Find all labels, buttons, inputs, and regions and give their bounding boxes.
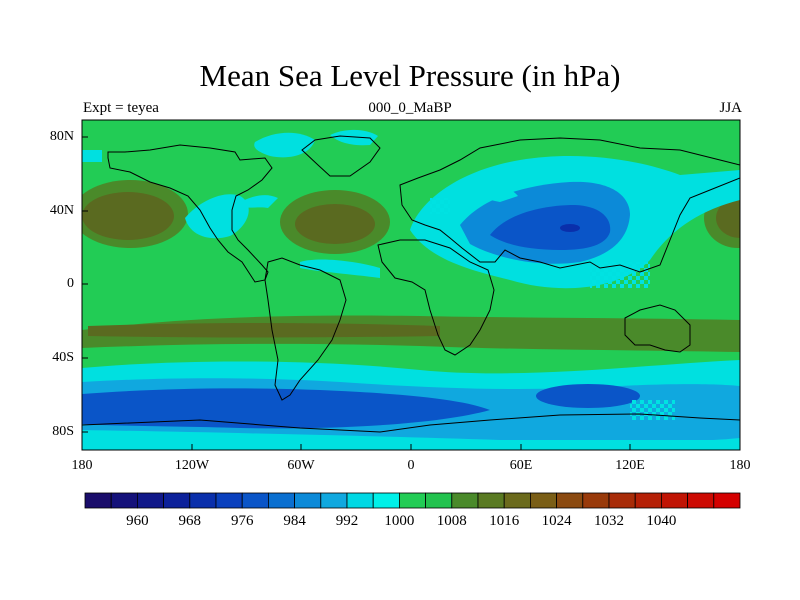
colorbar-label: 1040: [646, 513, 676, 529]
colorbar-box: [110, 492, 138, 509]
checker-indian-ocean: [590, 262, 650, 288]
field-1000-tropical-atlantic: [300, 259, 380, 278]
field-1000-arctic-2: [330, 129, 378, 146]
field-984-south-west: [82, 388, 490, 429]
field-976-asia: [560, 224, 580, 232]
colorbar-label: 1000: [384, 513, 414, 529]
y-label-0: 0: [67, 276, 74, 291]
colorbar-box: [608, 492, 636, 509]
colorbar-box: [163, 492, 191, 509]
x-label-60e: 60E: [509, 458, 533, 473]
x-label-60w: 60W: [287, 458, 315, 473]
checker-mediterranean: [430, 198, 450, 214]
y-label-40n: 40N: [49, 203, 74, 218]
colorbar-label: 1024: [542, 513, 573, 529]
colorbar-box: [661, 492, 689, 509]
field-1000-europe: [475, 185, 518, 202]
coast-eurasia: [399, 137, 740, 273]
x-label-180w: 180: [71, 458, 93, 473]
colorbar-box: [530, 492, 558, 509]
coast-africa: [377, 239, 495, 356]
colorbar-box: [346, 492, 374, 509]
axis-tick-marks: [82, 136, 631, 450]
colorbar-box: [267, 492, 295, 509]
field-1024-east-pacific: [716, 198, 740, 238]
coast-antarctica: [82, 413, 740, 433]
colorbar-label: 976: [231, 513, 254, 529]
y-label-80n: 80N: [49, 129, 74, 144]
pressure-field: [82, 120, 740, 450]
colorbar-label: 960: [126, 513, 149, 529]
x-label-0: 0: [407, 458, 415, 473]
colorbar-box: [294, 492, 322, 509]
colorbar-label: 968: [179, 513, 202, 529]
colorbar-label: 1032: [594, 513, 624, 529]
field-1000-arctic-3: [82, 150, 102, 162]
field-1000-arctic-1: [254, 132, 315, 158]
experiment-label: Expt = teyea: [83, 100, 159, 116]
coast-south-america: [264, 257, 347, 401]
colorbar-box: [477, 492, 505, 509]
field-984-south-east: [536, 384, 640, 408]
coast-australia: [624, 304, 691, 353]
colorbar-box: [634, 492, 662, 509]
colorbar: 960 968 976 984 992 1000 1008 1016 1024 1032 1040: [84, 492, 741, 529]
colorbar-box: [713, 492, 741, 509]
season-label: JJA: [719, 100, 742, 116]
colorbar-label: 1016: [489, 513, 520, 529]
field-1024-south: [88, 323, 440, 338]
colorbar-box: [687, 492, 715, 509]
colorbar-box: [582, 492, 610, 509]
colorbar-box: [372, 492, 400, 509]
field-1024-pacific: [82, 192, 174, 240]
coast-north-america: [107, 144, 273, 283]
y-label-80s: 80S: [52, 424, 74, 439]
colorbar-box: [451, 492, 479, 509]
colorbar-box: [136, 492, 164, 509]
colorbar-box: [320, 492, 348, 509]
colorbar-label: 984: [283, 513, 306, 529]
checker-south: [630, 400, 675, 420]
y-label-40s: 40S: [52, 350, 74, 365]
x-label-120e: 120E: [615, 458, 645, 473]
colorbar-box: [503, 492, 531, 509]
field-1000-north-america: [185, 194, 249, 239]
colorbar-box: [241, 492, 269, 509]
field-1024-atlantic: [295, 204, 375, 244]
colorbar-box: [556, 492, 584, 509]
colorbar-box: [84, 492, 112, 509]
field-984-asia: [490, 205, 611, 250]
time-label: 000_0_MaBP: [368, 100, 452, 116]
colorbar-label: 992: [336, 513, 359, 529]
x-label-180e: 180: [729, 458, 751, 473]
field-1000-north-america-2: [235, 195, 278, 208]
colorbar-box: [189, 492, 217, 509]
colorbar-box: [215, 492, 243, 509]
x-label-120w: 120W: [174, 458, 210, 473]
colorbar-box: [425, 492, 453, 509]
colorbar-box: [398, 492, 426, 509]
chart-title: Mean Sea Level Pressure (in hPa): [199, 58, 621, 93]
coastlines: [82, 135, 740, 433]
colorbar-label: 1008: [437, 513, 467, 529]
coast-greenland: [301, 135, 381, 177]
